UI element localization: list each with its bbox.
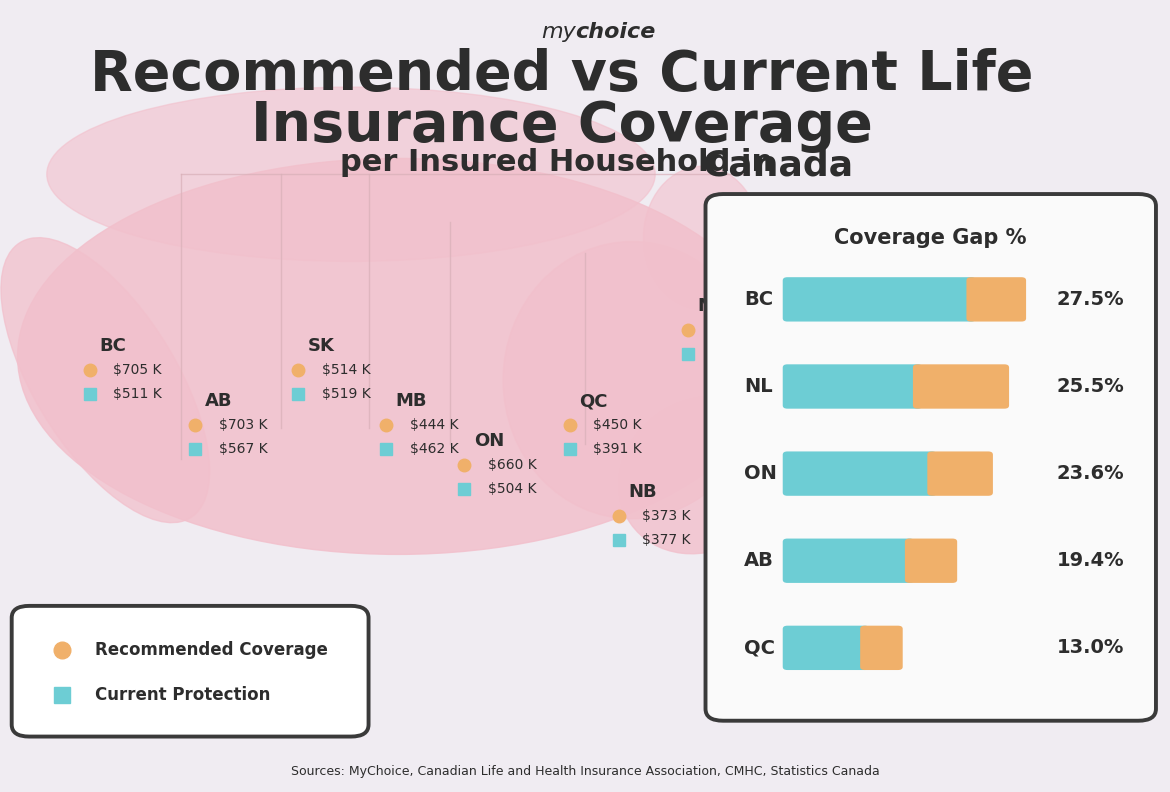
FancyBboxPatch shape: [12, 606, 369, 737]
Text: 25.5%: 25.5%: [1057, 377, 1124, 396]
Text: $363 K: $363 K: [711, 347, 760, 361]
Ellipse shape: [47, 87, 655, 261]
Text: MB: MB: [395, 392, 427, 410]
Text: AB: AB: [205, 392, 233, 410]
FancyBboxPatch shape: [928, 451, 993, 496]
Text: $514 K: $514 K: [322, 363, 371, 377]
Text: my: my: [541, 22, 576, 42]
Text: 27.5%: 27.5%: [1057, 290, 1124, 309]
Ellipse shape: [619, 397, 785, 554]
Text: PEI: PEI: [734, 384, 765, 402]
Text: SK: SK: [308, 337, 335, 355]
Text: NS: NS: [722, 463, 750, 482]
Text: $511 K: $511 K: [113, 386, 163, 401]
Text: $519 K: $519 K: [322, 386, 371, 401]
Ellipse shape: [1, 238, 209, 523]
Text: Recommended vs Current Life: Recommended vs Current Life: [90, 48, 1033, 101]
Text: Current Protection: Current Protection: [95, 686, 270, 704]
Text: $444 K: $444 K: [410, 418, 457, 432]
Text: NB: NB: [628, 483, 656, 501]
Text: NL: NL: [744, 377, 772, 396]
Text: ON: ON: [744, 464, 777, 483]
Text: $377 K: $377 K: [642, 533, 690, 547]
FancyBboxPatch shape: [783, 364, 922, 409]
Text: Insurance Coverage: Insurance Coverage: [250, 99, 873, 153]
Text: $403 K: $403 K: [748, 410, 796, 425]
Text: ON: ON: [474, 432, 504, 450]
Text: $462 K: $462 K: [410, 442, 459, 456]
Text: QC: QC: [744, 638, 775, 657]
FancyBboxPatch shape: [966, 277, 1026, 322]
Text: $705 K: $705 K: [113, 363, 161, 377]
FancyBboxPatch shape: [904, 539, 957, 583]
Text: Canada: Canada: [702, 148, 854, 182]
FancyBboxPatch shape: [783, 539, 914, 583]
Text: $567 K: $567 K: [219, 442, 268, 456]
Text: BC: BC: [744, 290, 773, 309]
Text: $370 K: $370 K: [736, 513, 784, 527]
Text: $450 K: $450 K: [593, 418, 641, 432]
Text: AB: AB: [744, 551, 775, 570]
Text: $347 K: $347 K: [736, 489, 784, 504]
FancyBboxPatch shape: [913, 364, 1009, 409]
Text: BC: BC: [99, 337, 126, 355]
Text: $404 K: $404 K: [748, 434, 796, 448]
FancyBboxPatch shape: [783, 451, 937, 496]
FancyBboxPatch shape: [783, 626, 869, 670]
Ellipse shape: [708, 277, 790, 356]
Text: $504 K: $504 K: [488, 482, 536, 496]
Ellipse shape: [18, 158, 778, 554]
Text: $488 K: $488 K: [711, 323, 760, 337]
Ellipse shape: [503, 242, 760, 519]
Text: $660 K: $660 K: [488, 458, 537, 472]
Text: $391 K: $391 K: [593, 442, 642, 456]
Text: NL: NL: [697, 297, 724, 315]
Text: choice: choice: [576, 22, 656, 42]
FancyBboxPatch shape: [706, 194, 1156, 721]
Text: Sources: MyChoice, Canadian Life and Health Insurance Association, CMHC, Statist: Sources: MyChoice, Canadian Life and Hea…: [290, 765, 880, 778]
Ellipse shape: [644, 166, 760, 309]
Text: QC: QC: [579, 392, 607, 410]
Text: 13.0%: 13.0%: [1057, 638, 1124, 657]
Text: Coverage Gap %: Coverage Gap %: [834, 228, 1027, 248]
FancyBboxPatch shape: [783, 277, 976, 322]
Text: per Insured Household in: per Insured Household in: [339, 148, 784, 177]
Text: $703 K: $703 K: [219, 418, 267, 432]
Text: $373 K: $373 K: [642, 509, 690, 524]
Text: Recommended Coverage: Recommended Coverage: [95, 641, 328, 659]
Text: 23.6%: 23.6%: [1057, 464, 1124, 483]
FancyBboxPatch shape: [860, 626, 903, 670]
Text: 19.4%: 19.4%: [1057, 551, 1124, 570]
